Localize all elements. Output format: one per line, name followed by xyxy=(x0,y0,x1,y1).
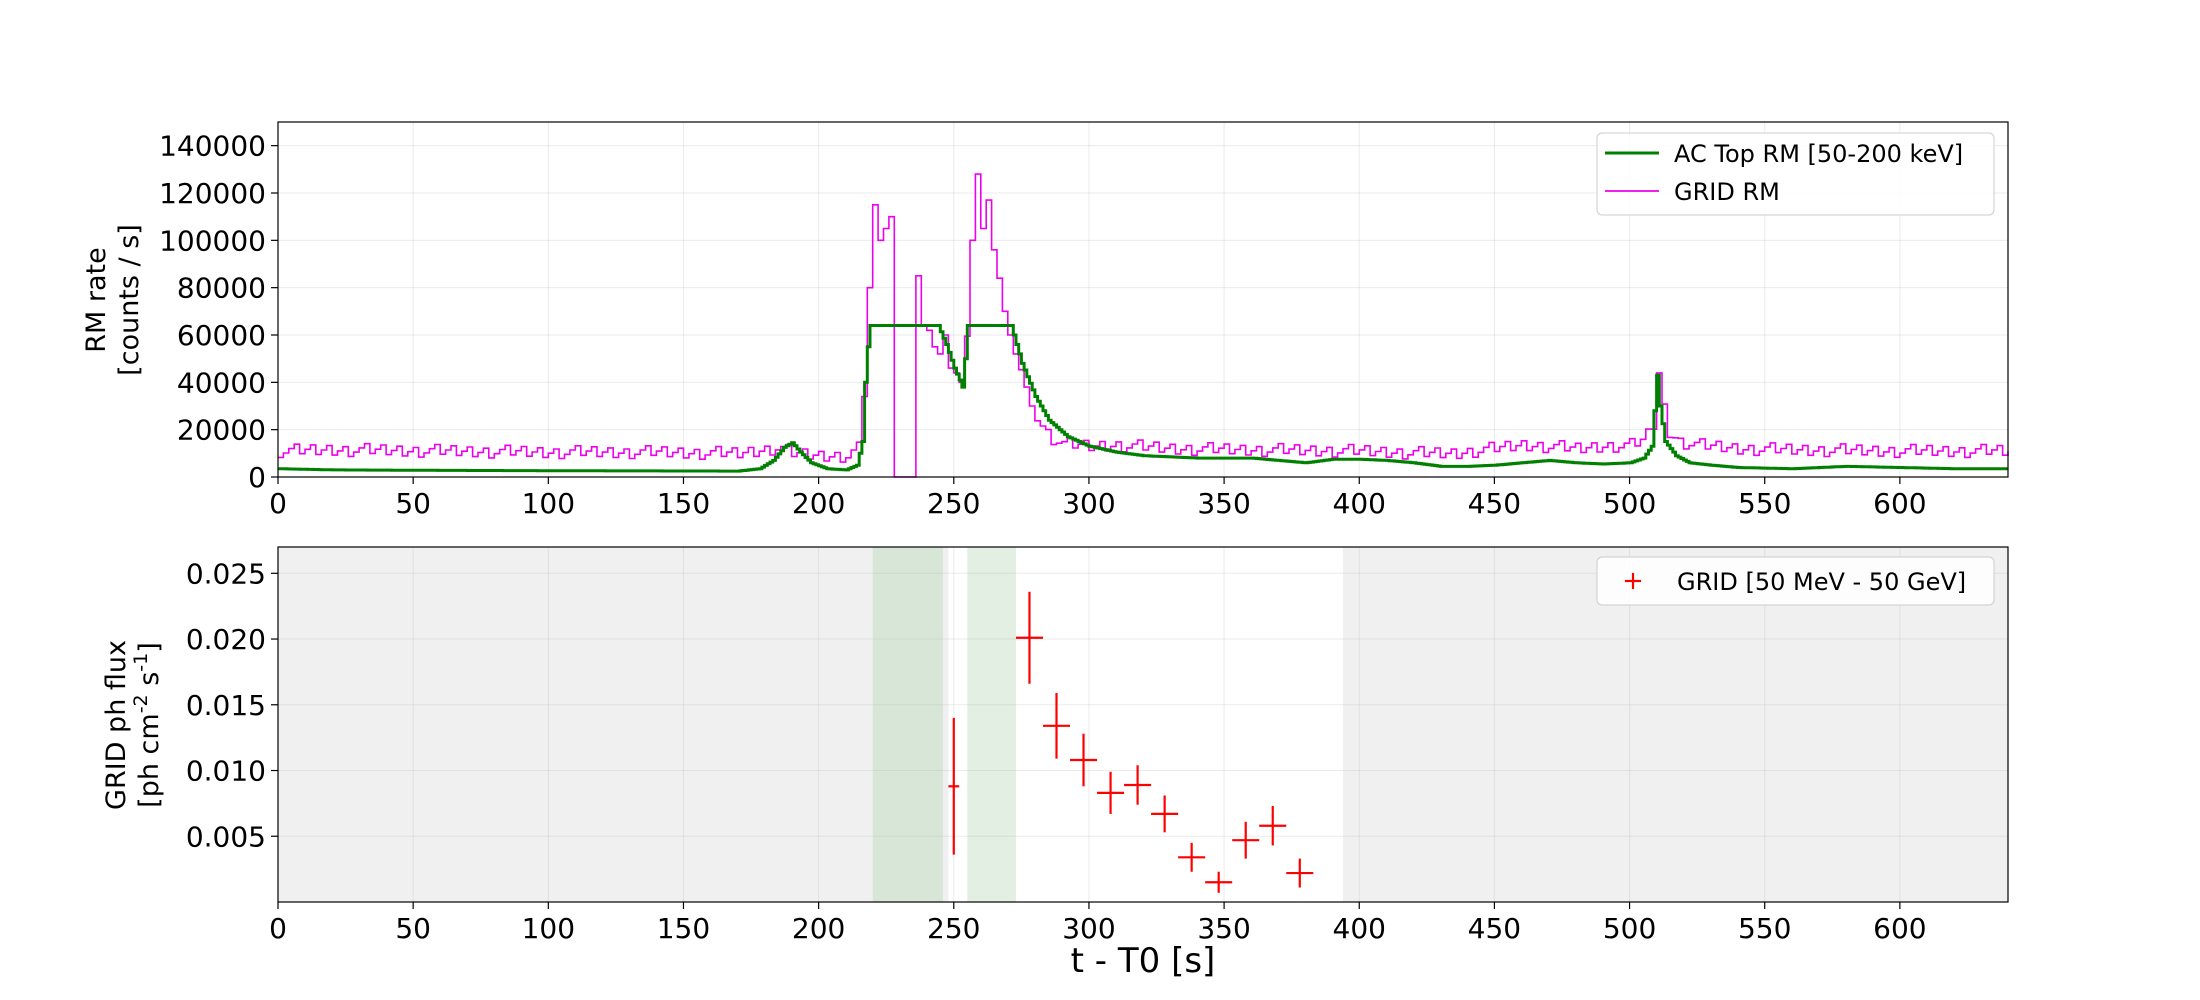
rm-rate-xtick-label: 0 xyxy=(269,487,287,520)
rm-rate-xtick-label: 450 xyxy=(1468,487,1521,520)
grid-flux-xtick-label: 100 xyxy=(522,912,575,945)
grid-flux-y-axis: 0.005 0.010 0.015 0.020 0.025 xyxy=(186,557,278,853)
data-point xyxy=(1015,591,1043,684)
data-point xyxy=(1151,795,1179,833)
grid-flux-xtick-label: 600 xyxy=(1873,912,1926,945)
rm-rate-xtick-label: 250 xyxy=(927,487,980,520)
rm-rate-xtick-label: 500 xyxy=(1603,487,1656,520)
grid-flux-ylabel-line2: [ph cm-2 s-1] xyxy=(130,642,165,808)
grid-flux-xtick-label: 500 xyxy=(1603,912,1656,945)
legend-label-grid-flux: GRID [50 MeV - 50 GeV] xyxy=(1677,568,1966,596)
grid-flux-xtick-label: 200 xyxy=(792,912,845,945)
grid-flux-panel: 0 50 100 150 200 250 300 350 400 450 500 550 600 0.0… xyxy=(101,546,2009,945)
rm-rate-panel: 0 50 100 150 200 250 300 350 400 450 500 550 600 0 20… xyxy=(81,121,2009,520)
legend-label-ac-top-rm: AC Top RM [50-200 keV] xyxy=(1674,140,1963,168)
rm-rate-ylabel-line1: RM rate xyxy=(81,247,112,352)
data-point xyxy=(1259,806,1287,846)
grid-flux-shaded-regions xyxy=(278,547,2008,902)
grid-flux-plot-frame xyxy=(277,546,2009,903)
shaded-region xyxy=(278,547,873,902)
data-point xyxy=(1178,842,1206,872)
rm-rate-y-axis: 0 20000 40000 60000 80000 100000 120000 140000 xyxy=(159,130,278,494)
legend-label-grid-rm: GRID RM xyxy=(1674,178,1780,206)
rm-rate-ytick-label: 60000 xyxy=(177,319,266,352)
rm-rate-xtick-label: 100 xyxy=(522,487,575,520)
data-point xyxy=(1042,692,1071,759)
rm-rate-xtick-label: 200 xyxy=(792,487,845,520)
grid-flux-ytick-label: 0.025 xyxy=(186,557,266,590)
x-axis-label: t - T0 [s] xyxy=(1071,941,1216,981)
grid-flux-ytick-label: 0.020 xyxy=(186,623,266,656)
rm-rate-xtick-label: 300 xyxy=(1062,487,1115,520)
grid-flux-ytick-label: 0.010 xyxy=(186,755,266,788)
grid-flux-xtick-label: 50 xyxy=(395,912,431,945)
series-grid-rm xyxy=(278,173,2009,478)
rm-rate-ytick-label: 40000 xyxy=(177,366,266,399)
grid-flux-ytick-label: 0.015 xyxy=(186,689,266,722)
rm-rate-xtick-label: 350 xyxy=(1197,487,1250,520)
rm-rate-ytick-label: 120000 xyxy=(159,177,266,210)
grid-flux-xtick-label: 450 xyxy=(1468,912,1521,945)
grid-flux-ylabel-line1: GRID ph flux xyxy=(101,640,132,810)
rm-rate-xtick-label: 400 xyxy=(1333,487,1386,520)
grid-flux-xtick-label: 250 xyxy=(927,912,980,945)
data-point xyxy=(1097,771,1125,814)
rm-rate-legend-box xyxy=(1596,132,1995,216)
rm-rate-legend: AC Top RM [50-200 keV] GRID RM xyxy=(1596,132,1995,216)
grid-flux-xtick-label: 0 xyxy=(269,912,287,945)
grid-flux-xtick-label: 150 xyxy=(657,912,710,945)
rm-rate-xtick-label: 600 xyxy=(1873,487,1926,520)
grid-flux-xtick-label: 550 xyxy=(1738,912,1791,945)
shaded-region xyxy=(872,547,943,902)
data-point xyxy=(1205,871,1233,893)
grid-flux-legend: GRID [50 MeV - 50 GeV] xyxy=(1596,556,1995,606)
grid-flux-xtick-label: 350 xyxy=(1197,912,1250,945)
shaded-region xyxy=(1343,547,2008,902)
rm-rate-ylabel-line2: [counts / s] xyxy=(114,224,145,376)
series-ac-top-rm xyxy=(278,324,2008,473)
rm-rate-xtick-label: 150 xyxy=(657,487,710,520)
data-point xyxy=(1286,858,1314,888)
data-point xyxy=(1124,765,1152,805)
data-point xyxy=(1232,821,1260,859)
rm-rate-ytick-label: 140000 xyxy=(159,130,266,163)
rm-rate-ytick-label: 0 xyxy=(248,461,266,494)
rm-rate-ytick-label: 20000 xyxy=(177,414,266,447)
data-point xyxy=(948,717,960,855)
rm-rate-x-axis: 0 50 100 150 200 250 300 350 400 450 500 550 600 xyxy=(269,477,1927,520)
shaded-region xyxy=(967,547,1016,902)
grid-flux-xtick-label: 300 xyxy=(1062,912,1115,945)
shaded-region xyxy=(942,547,949,902)
rm-rate-xtick-label: 550 xyxy=(1738,487,1791,520)
rm-rate-xtick-label: 50 xyxy=(395,487,431,520)
grid-flux-legend-box xyxy=(1596,556,1995,606)
legend-marker-grid-flux xyxy=(1625,573,1641,589)
data-point xyxy=(1070,733,1098,787)
grid-flux-xtick-label: 400 xyxy=(1333,912,1386,945)
grid-flux-ytick-label: 0.005 xyxy=(186,820,266,853)
rm-rate-ytick-label: 100000 xyxy=(159,224,266,257)
grid-flux-x-axis: 0 50 100 150 200 250 300 350 400 450 500 550 600 xyxy=(269,902,1927,945)
rm-rate-plot-frame xyxy=(277,121,2009,478)
rm-rate-ytick-label: 80000 xyxy=(177,272,266,305)
